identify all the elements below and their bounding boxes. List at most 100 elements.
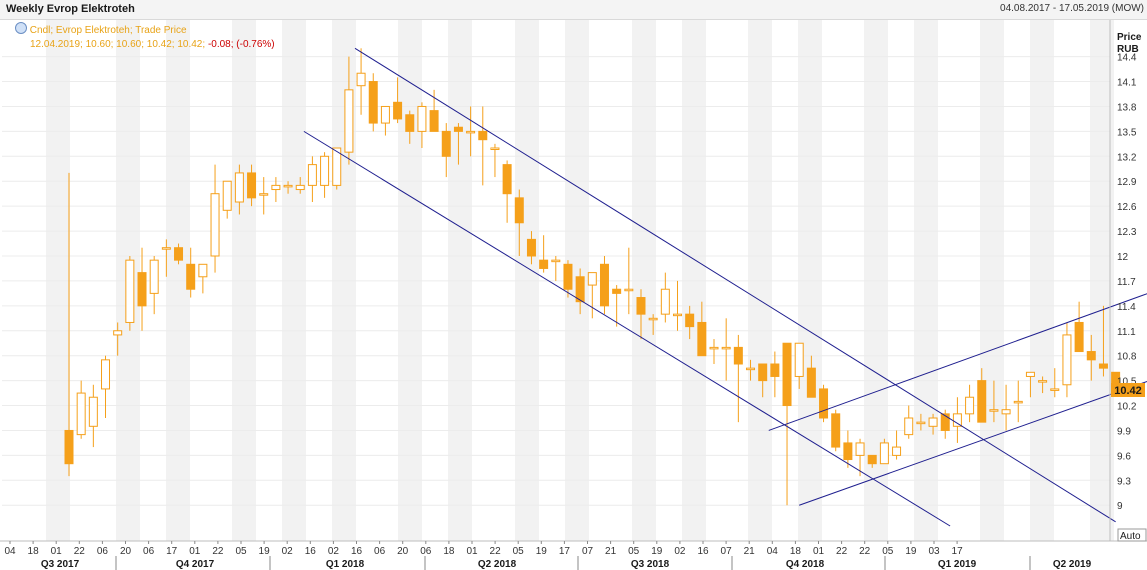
candle-body [1013,400,1023,404]
candle [831,409,841,452]
candle [539,235,549,273]
x-tick-label: 19 [259,546,271,557]
candle-body [709,346,719,350]
x-tick-label: 07 [582,546,594,557]
candle [940,409,950,439]
candle-body [259,193,269,196]
candle [612,285,622,327]
x-tick-label: 18 [443,546,455,557]
candle [977,368,987,423]
candle [916,413,926,431]
x-tick-label: 05 [513,546,525,557]
candle [234,164,244,215]
candle-body [368,81,378,124]
auto-scale-label[interactable]: Auto [1120,531,1141,542]
candle-body [575,276,585,303]
candle-body [174,247,184,261]
x-tick-label: 19 [536,546,548,557]
candle-body [977,380,987,423]
candle-body [356,72,366,87]
candle-body [222,180,232,211]
candle [368,73,378,132]
x-tick-label: 04 [767,546,779,557]
candle-body [855,442,865,456]
candle-body [393,101,403,120]
quarter-label: Q3 2017 [41,559,80,570]
quarter-label: Q2 2019 [1053,559,1092,570]
candle-body [295,184,305,191]
candle [405,110,415,144]
candle [76,380,86,439]
candle [210,164,220,273]
x-tick-label: 22 [212,546,224,557]
x-tick-label: 22 [74,546,86,557]
x-tick-label: 16 [305,546,317,557]
candle-body [332,147,342,186]
candle [283,181,293,194]
candle [697,301,707,357]
x-tick-label: 01 [189,546,201,557]
y-tick-label: 12.6 [1117,202,1137,213]
candle [551,256,561,281]
y-tick-label: 11.7 [1117,277,1136,288]
x-tick-label: 06 [143,546,155,557]
candle-body [819,388,829,419]
candle [806,355,816,398]
candle [502,160,512,223]
auto-scale-button-frame[interactable] [1117,528,1147,542]
candle [1013,380,1023,423]
candle-body [721,346,731,350]
candle [819,384,829,423]
candle-body [843,442,853,461]
candle-body [806,367,816,398]
candle [101,355,111,418]
price-axis-title: Price [1117,32,1142,43]
candle-body [673,313,682,317]
candle-body [1062,334,1072,386]
candle [161,239,171,277]
x-tick-label: 05 [882,546,894,557]
candle [673,280,682,331]
last-price-marker: 10.42 [1111,383,1145,397]
x-tick-label: 18 [28,546,40,557]
last-price-label: 10.42 [1114,385,1142,397]
candle [636,289,646,340]
legend-ohlc-values: 12.04.2019; 10.60; 10.60; 10.42; 10.42; [30,39,206,50]
candle [855,438,865,477]
candle [709,339,719,364]
price-axis-unit: RUB [1117,44,1139,55]
candle [247,164,257,207]
candle [429,89,439,132]
x-tick-label: 04 [4,546,16,557]
x-tick-label: 21 [605,546,617,557]
candle [879,438,889,465]
candle-body [514,197,524,224]
auto-scale-button[interactable]: Auto [1117,528,1147,542]
candle [441,123,451,178]
candle [271,177,281,202]
y-tick-label: 9.6 [1117,451,1131,462]
candle [624,247,634,315]
series-legend-icon[interactable] [15,22,27,34]
y-tick-label: 10.8 [1117,352,1137,363]
candle-body [697,321,707,357]
legend-series-label: Cndl; Evrop Elektroteh; Trade Price [29,25,187,36]
quarter-label: Q1 2018 [326,559,365,570]
candle [174,243,184,265]
trendline-channel-upper-1 [354,47,1116,523]
candle [222,180,232,219]
quarter-label: Q1 2019 [938,559,977,570]
candle-body [1086,351,1096,361]
candle-body [466,130,476,134]
candle-body [563,263,573,290]
x-tick-label: 06 [97,546,109,557]
candle-body [283,184,293,188]
x-tick-label: 20 [397,546,409,557]
candle-body [782,342,792,407]
candle-body [758,363,768,382]
candle-body [88,396,98,427]
candle [344,56,354,165]
candle-body [916,421,926,425]
legend-change-values: -0.08; (-0.76%) [207,39,275,50]
